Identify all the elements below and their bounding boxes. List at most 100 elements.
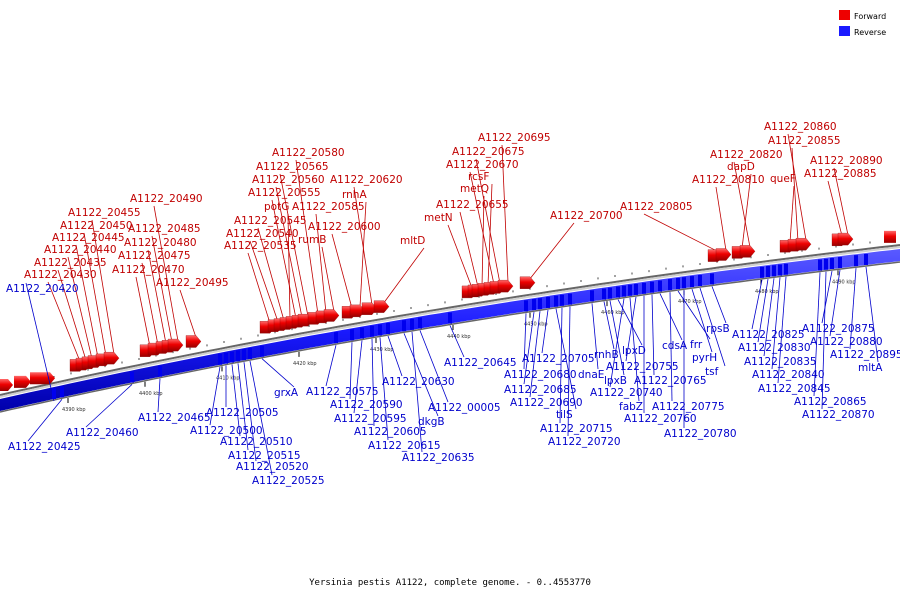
- forward-gene-a1122-20805: A1122_20805: [620, 201, 724, 262]
- forward-gene-leader: [501, 144, 509, 283]
- reverse-gene-mark[interactable]: [824, 258, 828, 270]
- reverse-gene-mark[interactable]: [60, 386, 64, 398]
- reverse-gene-mark[interactable]: [350, 329, 354, 341]
- reverse-gene-mark[interactable]: [658, 280, 662, 292]
- reverse-gene-a1122-20715: A1122_20715: [540, 294, 613, 435]
- forward-gene-label: A1122_20655: [436, 199, 509, 211]
- forward-gene-label: A1122_20675: [452, 146, 525, 158]
- reverse-gene-mark[interactable]: [838, 257, 842, 269]
- reverse-gene-leader: [541, 309, 549, 354]
- forward-gene-arrow[interactable]: [739, 245, 756, 258]
- reverse-gene-mark[interactable]: [818, 259, 822, 271]
- tick-label: 4390 kbp: [62, 407, 86, 413]
- reverse-gene-mark[interactable]: [650, 281, 654, 293]
- forward-gene-leader: [75, 244, 99, 358]
- reverse-gene-leader: [625, 296, 637, 362]
- reverse-gene-mark[interactable]: [772, 265, 776, 277]
- reverse-gene-mark[interactable]: [830, 258, 834, 270]
- forward-gene-label: A1122_20435: [34, 257, 107, 269]
- reverse-gene-mark[interactable]: [710, 273, 714, 285]
- reverse-gene-mark[interactable]: [524, 300, 528, 312]
- reverse-gene-mark[interactable]: [616, 286, 620, 298]
- forward-gene-label: potG: [264, 201, 289, 213]
- reverse-gene-mark[interactable]: [52, 388, 56, 400]
- reverse-gene-mark[interactable]: [628, 284, 632, 296]
- forward-gene-arrow[interactable]: [795, 238, 812, 251]
- forward-gene-label: rnhA: [342, 189, 367, 201]
- reverse-gene-mark[interactable]: [236, 350, 240, 362]
- tick-label: 4470 kbp: [678, 299, 702, 305]
- forward-gene-arrow[interactable]: [167, 338, 184, 352]
- reverse-gene-mark[interactable]: [386, 322, 390, 334]
- forward-gene-arrow[interactable]: [373, 300, 390, 313]
- reverse-gene-mark[interactable]: [418, 317, 422, 329]
- reverse-gene-mark[interactable]: [590, 290, 594, 302]
- reverse-gene-mark[interactable]: [608, 287, 612, 299]
- reverse-gene-mark[interactable]: [334, 332, 338, 344]
- reverse-gene-mark[interactable]: [760, 266, 764, 278]
- forward-gene-label: rumB: [298, 234, 326, 246]
- reverse-gene-mark[interactable]: [158, 365, 162, 377]
- reverse-gene-mark[interactable]: [682, 277, 686, 289]
- reverse-gene-mark[interactable]: [410, 318, 414, 330]
- reverse-gene-a1122-20705: A1122_20705: [522, 296, 595, 365]
- reverse-gene-mark[interactable]: [668, 279, 672, 291]
- reverse-gene-leader: [763, 278, 775, 357]
- reverse-gene-mark[interactable]: [676, 278, 680, 290]
- reverse-gene-mark[interactable]: [130, 371, 134, 383]
- reverse-gene-mark[interactable]: [690, 276, 694, 288]
- reverse-gene-mark[interactable]: [568, 293, 572, 305]
- forward-gene-label: dapD: [727, 161, 755, 173]
- reverse-gene-label: A1122_00005: [428, 402, 501, 414]
- reverse-gene-mark[interactable]: [778, 264, 782, 276]
- reverse-gene-mark[interactable]: [248, 348, 252, 360]
- reverse-gene-mark[interactable]: [642, 282, 646, 294]
- reverse-gene-mark[interactable]: [260, 345, 264, 357]
- reverse-gene-mark[interactable]: [448, 312, 452, 324]
- reverse-gene-mark[interactable]: [230, 351, 234, 363]
- reverse-gene-label: A1122_20765: [634, 375, 707, 387]
- reverse-gene-mark[interactable]: [766, 266, 770, 278]
- forward-gene-leader: [151, 235, 173, 343]
- forward-gene-arrow[interactable]: [323, 309, 340, 322]
- reverse-gene-mark[interactable]: [538, 298, 542, 310]
- reverse-gene-mark[interactable]: [224, 352, 228, 364]
- reverse-gene-mark[interactable]: [546, 296, 550, 308]
- reverse-gene-label: A1122_20715: [540, 423, 613, 435]
- reverse-gene-mark[interactable]: [602, 288, 606, 300]
- reverse-gene-leader: [209, 366, 221, 426]
- reverse-gene-tsf: tsf: [698, 275, 726, 378]
- reverse-gene-mark[interactable]: [532, 299, 536, 311]
- reverse-gene-mark[interactable]: [402, 320, 406, 332]
- reverse-gene-mark[interactable]: [864, 253, 868, 265]
- reverse-gene-mark[interactable]: [622, 285, 626, 297]
- reverse-gene-leader: [559, 307, 563, 424]
- reverse-gene-leader: [659, 293, 683, 341]
- reverse-gene-mark[interactable]: [634, 283, 638, 295]
- reverse-gene-mark[interactable]: [560, 294, 564, 306]
- reverse-gene-mark[interactable]: [218, 353, 222, 365]
- backbone-bottom: [0, 261, 900, 413]
- reverse-gene-mark[interactable]: [370, 325, 374, 337]
- forward-gene-arrow[interactable]: [103, 352, 120, 365]
- forward-gene-a1122-20490: A1122_20490: [130, 193, 203, 352]
- forward-gene-arrow[interactable]: [837, 232, 854, 246]
- reverse-gene-mark[interactable]: [242, 349, 246, 361]
- reverse-gene-mark[interactable]: [554, 295, 558, 307]
- tick-label: 4420 kbp: [293, 361, 317, 367]
- forward-gene-arrow[interactable]: [185, 335, 202, 348]
- reverse-gene-mark[interactable]: [854, 255, 858, 267]
- reverse-gene-label: A1122_20740: [590, 387, 663, 399]
- forward-gene-label: A1122_20470: [112, 264, 185, 276]
- forward-gene-arrow[interactable]: [715, 248, 732, 261]
- reverse-gene-mark[interactable]: [360, 327, 364, 339]
- reverse-gene-a1122-20575: A1122_20575: [306, 332, 379, 398]
- genome-caption: Yersinia pestis A1122, complete genome. …: [309, 578, 591, 588]
- reverse-gene-mark[interactable]: [784, 263, 788, 275]
- reverse-gene-label: A1122_20465: [138, 412, 211, 424]
- forward-gene-arrow[interactable]: [497, 280, 514, 293]
- reverse-gene-mark[interactable]: [698, 275, 702, 287]
- reverse-gene-mark[interactable]: [378, 324, 382, 336]
- forward-gene-arrow[interactable]: [519, 276, 536, 289]
- reverse-gene-label: lpxB: [604, 375, 627, 387]
